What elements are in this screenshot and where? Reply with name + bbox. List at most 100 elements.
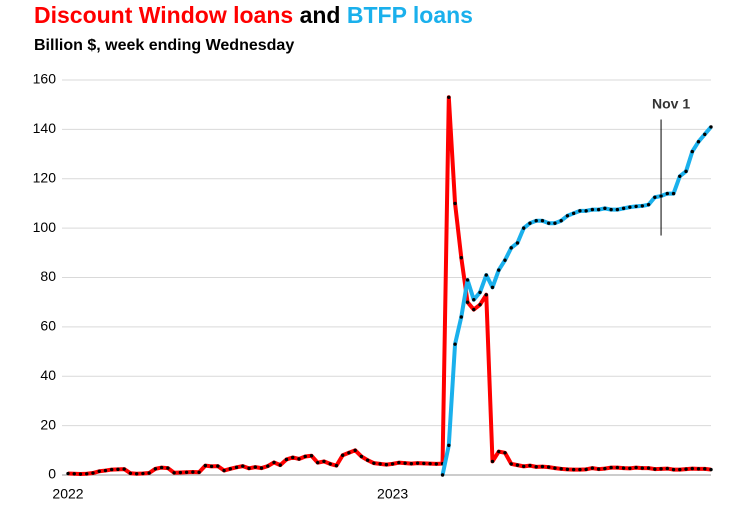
point [403,461,407,465]
point [166,466,170,470]
point [540,464,545,469]
point [453,342,457,346]
point [465,278,470,282]
point [546,465,551,469]
point [297,457,301,461]
point [209,464,214,469]
point [684,169,688,174]
point [247,466,251,471]
point [134,472,139,476]
x-tick-label: 2023 [377,486,408,502]
point [478,290,482,295]
point [253,465,257,469]
x-tick-label: 2022 [52,486,83,502]
point [628,466,632,471]
point [153,467,158,471]
point [497,449,501,454]
point [322,459,326,464]
point [122,467,126,471]
point [634,465,638,470]
point [66,471,70,476]
point [640,466,645,470]
point [696,140,701,144]
point [359,454,364,459]
point [559,219,563,223]
point [671,467,676,472]
point [703,132,707,137]
point [646,466,651,470]
point [684,467,688,471]
point [596,467,601,471]
point [615,465,620,470]
point [628,205,632,209]
point [665,191,670,196]
point [347,451,351,455]
point [621,466,626,470]
point [459,315,463,319]
point [646,202,651,207]
point [147,471,151,475]
point [509,462,513,466]
y-tick-label: 100 [33,219,57,235]
y-tick-label: 160 [33,71,57,87]
point [85,472,89,476]
point [159,465,164,470]
point [447,443,451,448]
point [216,464,220,468]
point [191,470,195,474]
point [515,463,520,467]
point [197,470,201,474]
point [378,462,382,466]
point [490,459,495,464]
point [234,465,239,470]
point [528,463,532,468]
point [584,467,588,472]
point [522,464,526,469]
point [503,451,507,455]
point [428,461,432,466]
point [422,461,426,466]
point [272,460,276,465]
point [178,470,183,475]
point [690,466,694,471]
point [340,453,345,457]
point [472,307,476,312]
point [141,471,145,476]
point [621,206,626,211]
point [303,454,307,459]
point [490,285,495,290]
point [690,149,694,154]
point [291,455,295,460]
point [116,467,120,472]
point [603,466,607,471]
point [228,467,233,471]
point [316,460,320,465]
point [328,462,332,466]
point [553,466,557,470]
point [509,246,513,250]
point [653,467,657,471]
point [515,241,520,245]
point [353,448,357,453]
point [222,468,226,473]
point [634,204,638,209]
point [565,214,570,218]
point [434,462,439,466]
point [459,256,463,260]
point [472,298,476,302]
point [203,463,208,468]
point [590,466,595,470]
chart-subtitle: Billion $, week ending Wednesday [34,37,294,54]
point [540,219,545,223]
point [609,465,613,470]
point [97,469,101,473]
annotation-label: Nov 1 [652,95,690,111]
point [72,472,76,476]
point [103,468,108,473]
point [534,219,538,223]
point [478,302,482,307]
title-connector: and [300,2,341,28]
point [609,207,613,212]
